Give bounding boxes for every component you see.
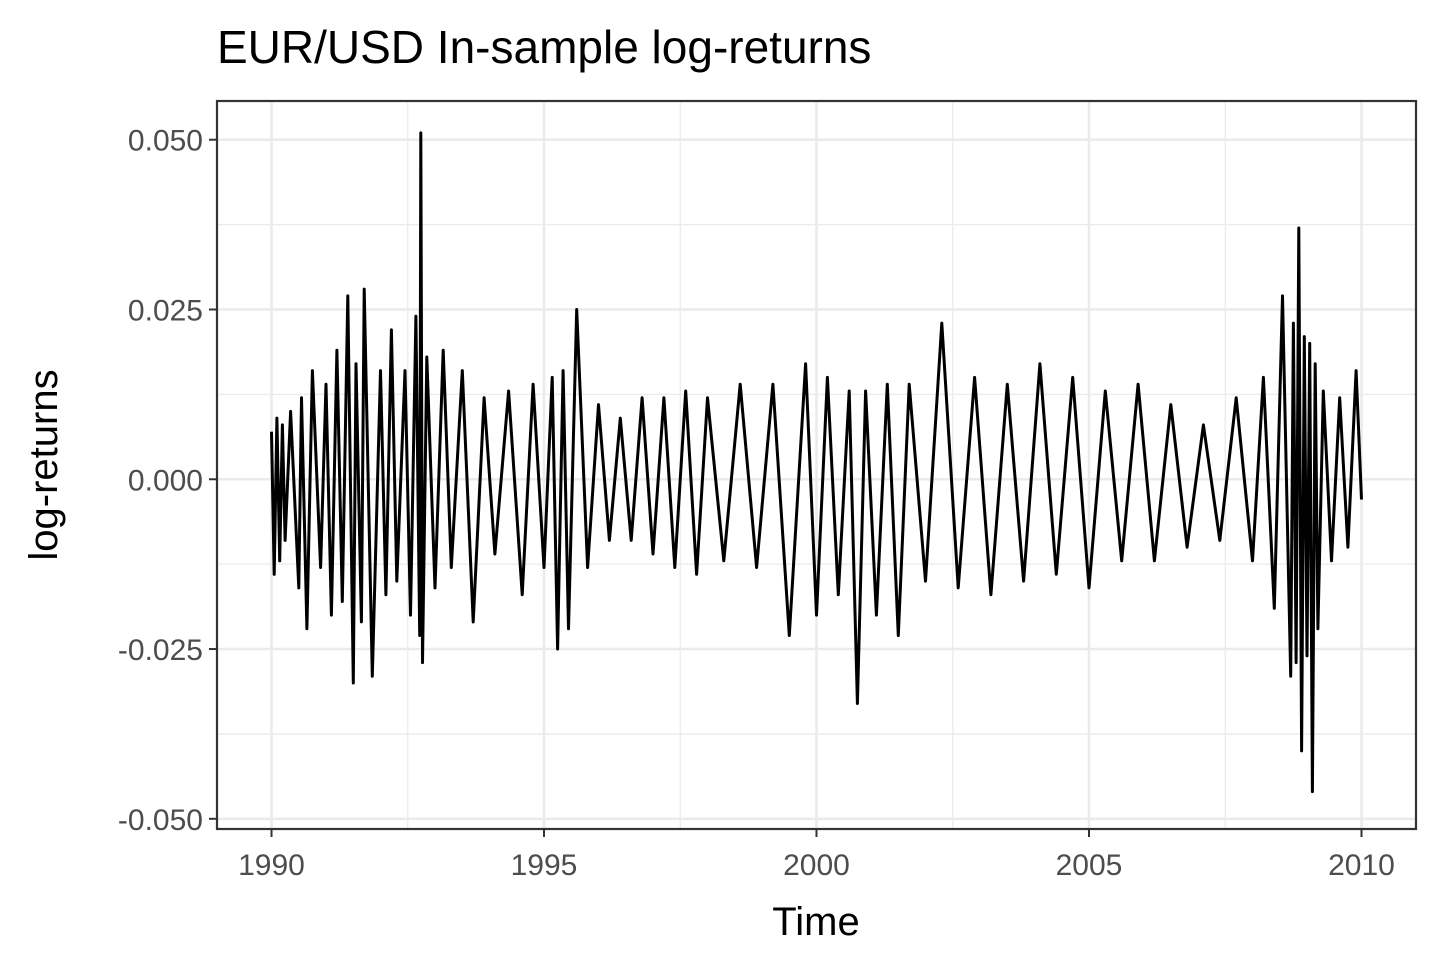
x-tick-label: 2010 xyxy=(1328,849,1395,882)
y-axis-title: log-returns xyxy=(22,369,66,560)
y-axis: -0.050 -0.025 0.000 0.025 0.050 xyxy=(118,125,217,837)
x-tick-label: 1995 xyxy=(511,849,578,882)
series-line xyxy=(270,131,1363,794)
x-tick-label: 2000 xyxy=(783,849,850,882)
x-axis: 1990 1995 2000 2005 2010 xyxy=(238,829,1395,882)
series-layer xyxy=(270,131,1363,794)
y-tick-label: -0.050 xyxy=(118,804,203,837)
y-tick-label: 0.050 xyxy=(128,125,203,158)
chart-title: EUR/USD In-sample log-returns xyxy=(217,21,871,73)
x-axis-title: Time xyxy=(772,900,859,944)
x-tick-label: 1990 xyxy=(238,849,305,882)
grid xyxy=(217,101,1416,829)
y-tick-label: 0.000 xyxy=(128,464,203,497)
y-tick-label: 0.025 xyxy=(128,294,203,327)
x-tick-label: 2005 xyxy=(1056,849,1123,882)
y-tick-label: -0.025 xyxy=(118,634,203,667)
